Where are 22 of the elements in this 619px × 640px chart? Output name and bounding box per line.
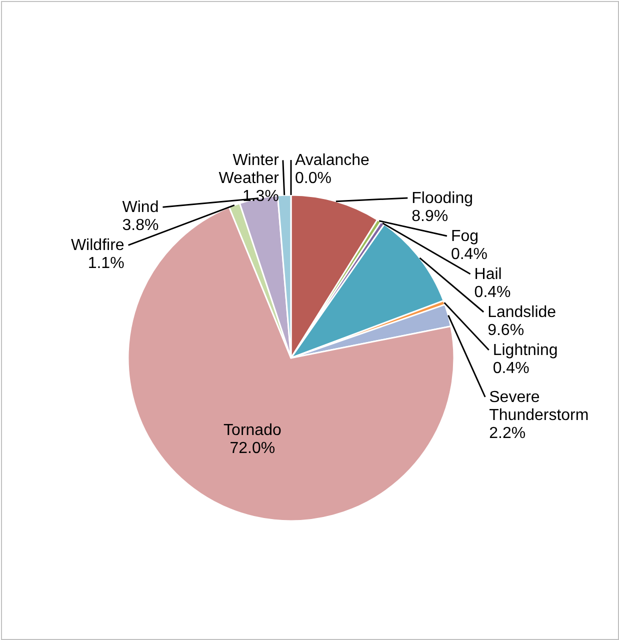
slice-label: Severe Thunderstorm	[489, 389, 589, 424]
slice-label: Lightning	[492, 342, 558, 359]
text: 0.0%	[295, 170, 332, 187]
data-label: 0.4%	[450, 246, 488, 263]
data-label: 1.3%	[242, 188, 279, 206]
slice-label: Winter Weather	[218, 152, 280, 188]
slice-label: Fog	[450, 228, 479, 245]
data-label: 8.9%	[412, 208, 448, 225]
category-label: Avalanche	[295, 152, 370, 169]
slice-label: Wind	[122, 199, 159, 216]
data-label: 1.1%	[88, 255, 124, 272]
data-label: 2.2%	[489, 425, 526, 442]
data-label: 3.8%	[122, 217, 159, 234]
data-label: 9.6%	[488, 322, 524, 339]
slice-label: Flooding	[412, 190, 474, 207]
data-label: 0.4%	[474, 284, 511, 301]
slice-label: Hail	[474, 266, 502, 283]
slice-label: Tornado	[224, 422, 282, 439]
slice-label: Wildfire	[70, 237, 124, 254]
data-label: 72.0%	[230, 440, 276, 457]
slice-label: Landslide	[488, 304, 556, 321]
data-label: 0.4%	[492, 360, 530, 377]
